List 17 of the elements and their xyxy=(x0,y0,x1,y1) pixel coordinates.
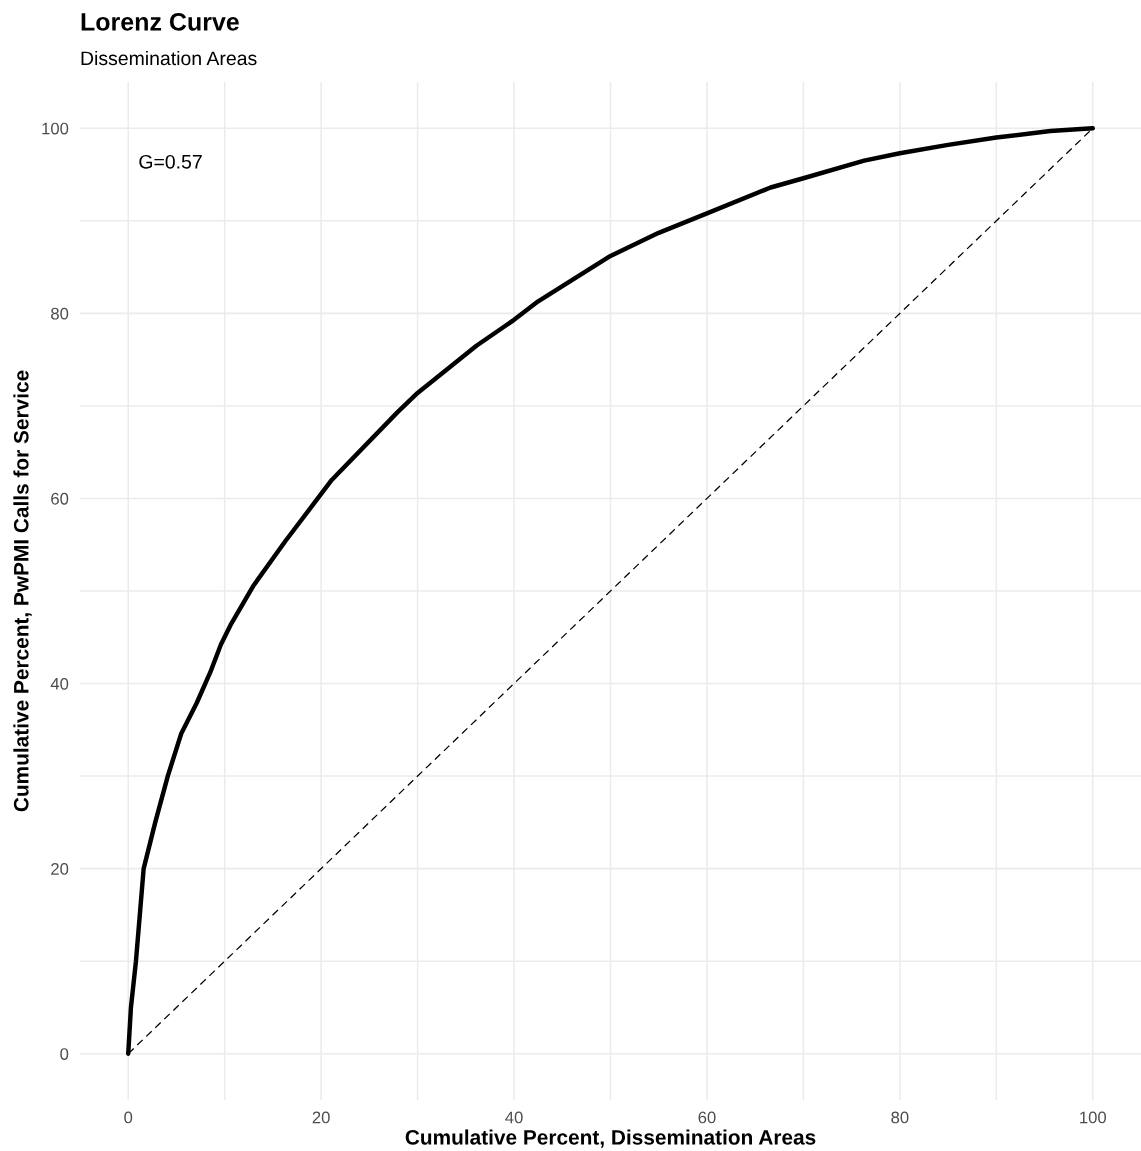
chart-subtitle: Dissemination Areas xyxy=(81,50,257,66)
x-tick-label: 100 xyxy=(1080,1111,1107,1124)
annotation: G=0.57 xyxy=(139,154,202,169)
x-tick-label: 0 xyxy=(124,1111,133,1124)
x-tick-label: 20 xyxy=(312,1111,330,1124)
x-tick-label: 60 xyxy=(698,1111,716,1124)
y-axis-title: Cumulative Percent, PwPMI Calls for Service xyxy=(13,370,32,812)
y-tick-label: 0 xyxy=(60,1048,69,1060)
y-tick-label: 20 xyxy=(51,863,69,875)
y-tick-label: 40 xyxy=(50,677,69,690)
x-tick-label: 40 xyxy=(505,1111,523,1124)
x-tick-label: 80 xyxy=(891,1111,909,1124)
chart-title: Lorenz Curve xyxy=(81,13,239,31)
x-axis-title: Cumulative Percent, Dissemination Areas xyxy=(405,1129,816,1148)
y-tick-label: 80 xyxy=(51,307,69,320)
y-tick-label: 60 xyxy=(51,492,69,505)
y-tick-label: 100 xyxy=(42,122,69,135)
